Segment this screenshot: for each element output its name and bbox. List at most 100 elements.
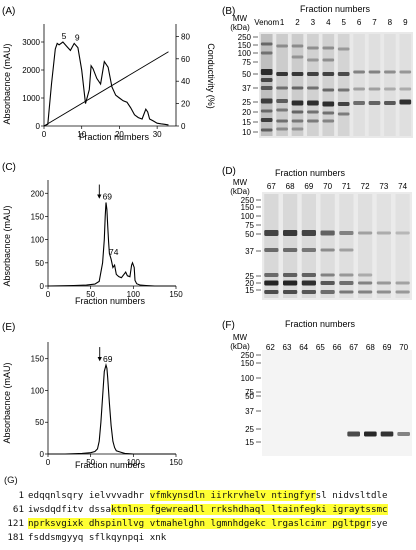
gel-band [307, 100, 319, 106]
lane-label: 74 [398, 182, 407, 191]
lane-label: 8 [388, 18, 393, 27]
lane-label: 3 [311, 18, 316, 27]
y-tick-label: 200 [31, 189, 45, 198]
gel-band [264, 230, 279, 236]
lane-label: 6 [357, 18, 362, 27]
gel-band [384, 87, 396, 91]
gel-band [322, 58, 335, 62]
gel-band [260, 98, 273, 104]
gel-band [320, 290, 335, 294]
gel-band [276, 108, 288, 112]
lane-label: 68 [366, 343, 375, 352]
gel-band [291, 72, 304, 76]
sequence-segment: edqqnlsqry ielvvvadhr [28, 490, 150, 501]
panel-c: (C) Absorbacnce (mAU) Fraction numbers 0… [2, 162, 183, 306]
mw-label: 15 [242, 118, 251, 127]
y-tick-label: 150 [31, 212, 45, 221]
gel-band [322, 119, 335, 123]
gel-band [307, 86, 319, 90]
y2-tick-label: 60 [181, 55, 190, 64]
panel-b-mw-title-2: (kDa) [230, 23, 250, 32]
x-tick-label: 10 [77, 130, 86, 139]
lane-smear [307, 34, 319, 136]
y2-tick-label: 0 [181, 122, 186, 131]
lane-label: 71 [342, 182, 351, 191]
lane-smear [384, 34, 396, 136]
gel-band [283, 230, 298, 236]
gel-band [384, 70, 396, 74]
panel-a-ylabel: Absorbacnce (mAU) [2, 43, 12, 124]
gel-band [264, 273, 279, 277]
gel-band [368, 101, 381, 105]
lane-label: 2 [295, 18, 300, 27]
gel-band [264, 280, 279, 286]
panel-b-header: Fraction numbers [300, 4, 371, 14]
series-line [47, 202, 176, 287]
gel-band [320, 281, 335, 285]
panel-e-xlabel: Fraction numbers [75, 460, 146, 470]
mw-label: 37 [242, 84, 251, 93]
gel-band [337, 102, 350, 106]
lane-label: 70 [323, 182, 332, 191]
gel-band [322, 111, 335, 115]
panel-f-mw-title-1: MW [233, 333, 248, 342]
lane-label: 4 [326, 18, 331, 27]
lane-label: 67 [349, 343, 358, 352]
lane-smear [264, 194, 279, 298]
panel-b: (B) Fraction numbers MW (kDa) 2501501007… [222, 4, 413, 138]
lane-label: 1 [280, 18, 285, 27]
mw-label: 50 [245, 230, 254, 239]
lane-label: 7 [372, 18, 377, 27]
peak-label: 69 [103, 354, 113, 364]
lane-smear [353, 34, 365, 136]
gel-band [307, 46, 319, 50]
gel-band [337, 72, 350, 76]
lane-smear [395, 194, 410, 298]
lane-label: 65 [316, 343, 325, 352]
mw-label: 50 [245, 392, 254, 401]
gel-band [276, 99, 288, 103]
gel-band [276, 119, 288, 123]
gel-band [301, 280, 316, 286]
panel-e-label: (E) [2, 322, 15, 333]
gel-band [307, 58, 319, 62]
gel-band [260, 42, 273, 46]
gel-band [353, 70, 365, 74]
lane-label: 66 [333, 343, 342, 352]
panel-g: (G) 1 edqqnlsqry ielvvvadhr vfmkynsdln ii… [0, 475, 416, 547]
x-tick-label: 50 [86, 290, 95, 299]
gel-band [358, 281, 373, 285]
lane-smear [368, 34, 381, 136]
gel-band [260, 118, 273, 122]
gel-band [322, 72, 335, 76]
x-tick-label: 100 [127, 290, 141, 299]
panel-a-y2label: Conductivity (%) [206, 43, 216, 109]
gel-band [364, 431, 377, 437]
sequence-segment-highlighted: ktnlns fgewreadll rrkshdhaql ltainfegki … [110, 504, 388, 515]
mw-label: 250 [241, 351, 255, 360]
gel-band [339, 281, 354, 285]
panel-c-label: (C) [2, 162, 16, 173]
gel-band [291, 119, 304, 123]
lane-smear [291, 34, 304, 136]
gel-band [322, 101, 335, 107]
mw-label: 150 [241, 203, 255, 212]
panel-a-label: (A) [2, 6, 15, 17]
gel-band [320, 273, 335, 277]
gel-band [276, 86, 288, 90]
lane-smear [276, 34, 288, 136]
mw-label: 20 [242, 108, 251, 117]
gel-band [347, 431, 360, 437]
panel-g-label: (G) [4, 475, 18, 486]
gel-band [276, 44, 288, 48]
x-tick-label: 0 [42, 130, 47, 139]
mw-label: 15 [245, 438, 254, 447]
series-line [43, 41, 169, 127]
lane-label: Venom [254, 18, 279, 27]
plot-c: 0 50 100 150 200 0 50 100 150 69 74 [31, 180, 183, 299]
gel-band [322, 46, 335, 50]
